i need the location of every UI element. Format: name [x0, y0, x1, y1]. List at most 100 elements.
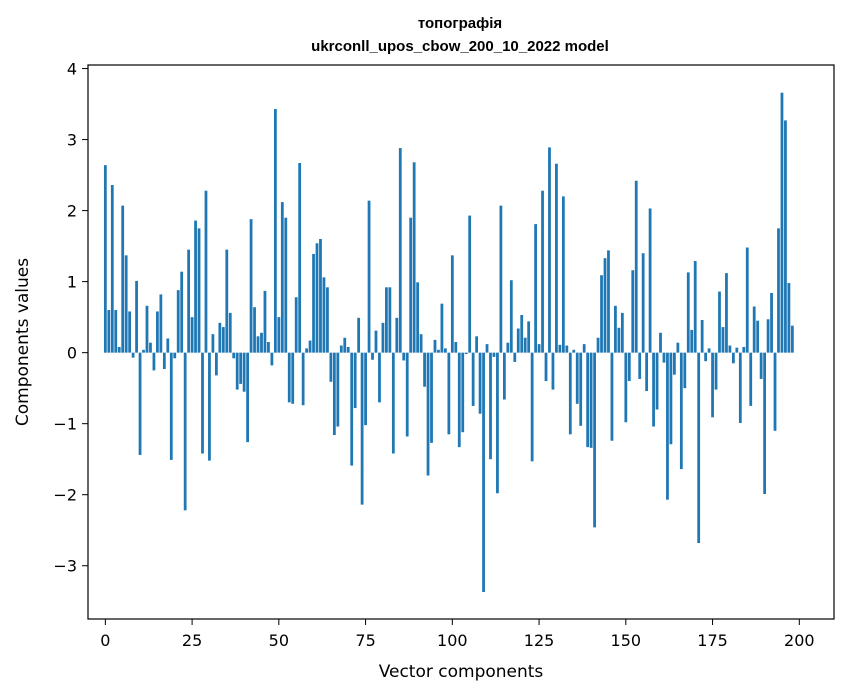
bar-77	[371, 352, 374, 360]
bar-101	[454, 342, 458, 353]
bar-1	[107, 310, 111, 353]
bar-80	[381, 322, 385, 353]
bar-45	[260, 332, 263, 353]
bar-181	[731, 352, 735, 364]
bar-65	[329, 352, 333, 382]
bar-23	[183, 352, 187, 511]
bar-92	[423, 352, 426, 387]
bar-6	[124, 255, 128, 353]
bar-185	[745, 247, 749, 353]
bar-30	[208, 352, 211, 461]
bar-155	[641, 253, 645, 353]
plot-frame	[87, 64, 835, 620]
bar-71	[350, 352, 354, 466]
bar-24	[187, 249, 191, 353]
bar-170	[693, 261, 697, 353]
bar-9	[135, 280, 138, 353]
bar-195	[780, 92, 784, 353]
bar-173	[704, 352, 708, 362]
bar-50	[277, 317, 281, 353]
bar-58	[305, 348, 308, 353]
bar-81	[385, 287, 388, 353]
bar-117	[509, 280, 513, 353]
bar-62	[319, 239, 322, 353]
bar-16	[159, 294, 163, 353]
bar-17	[162, 352, 166, 369]
bar-172	[700, 319, 704, 353]
bar-43	[253, 307, 256, 353]
bar-133	[565, 345, 569, 353]
bar-187	[752, 306, 756, 353]
bar-177	[718, 291, 721, 353]
bar-146	[610, 352, 614, 441]
bar-104	[464, 352, 468, 355]
bar-125	[537, 344, 541, 353]
bar-198	[790, 325, 794, 353]
bar-167	[683, 352, 687, 389]
bar-4	[117, 346, 121, 353]
bar-12	[145, 305, 149, 353]
bar-184	[742, 346, 746, 353]
bar-145	[607, 250, 610, 353]
bar-188	[756, 320, 760, 353]
x-tick-label: 200	[784, 631, 815, 650]
y-tick-label: 2	[67, 202, 77, 221]
bar-149	[620, 312, 624, 353]
bar-142	[596, 337, 600, 353]
bar-8	[131, 352, 135, 358]
bar-153	[634, 180, 638, 353]
bar-120	[520, 315, 524, 353]
bar-164	[673, 352, 676, 375]
y-axis-ticks: −3 −2 −1 0 1 2 3 4	[53, 60, 88, 576]
bar-135	[572, 349, 576, 353]
bar-193	[773, 352, 777, 431]
x-tick-label: 150	[611, 631, 642, 650]
bar-29	[204, 190, 208, 353]
chart-subtitle: ukrconll_upos_cbow_200_10_2022 model	[311, 38, 609, 55]
x-tick-label: 100	[437, 631, 468, 650]
bar-179	[725, 273, 728, 353]
bar-51	[280, 202, 284, 353]
bar-87	[405, 352, 409, 437]
bar-46	[263, 290, 267, 353]
bar-131	[558, 344, 562, 353]
bar-59	[308, 340, 312, 353]
bar-147	[614, 305, 617, 353]
x-tick-label: 125	[524, 631, 555, 650]
y-tick-label: 0	[67, 344, 77, 363]
y-tick-label: −1	[53, 415, 77, 434]
bar-35	[225, 249, 229, 353]
bar-132	[561, 196, 565, 353]
bar-34	[221, 327, 225, 353]
bar-189	[759, 352, 763, 379]
bar-90	[416, 282, 420, 353]
bar-67	[336, 352, 340, 427]
bar-40	[242, 352, 246, 392]
bar-56	[298, 163, 302, 353]
bar-44	[256, 336, 260, 353]
bar-114	[499, 205, 503, 353]
bar-86	[402, 352, 406, 361]
y-tick-label: −3	[53, 557, 77, 576]
bar-123	[530, 352, 534, 462]
x-axis-ticks: 0 25 50 75 100 125 150 175 200	[100, 619, 815, 650]
bar-82	[388, 287, 392, 353]
bar-75	[364, 352, 367, 426]
y-tick-label: 1	[67, 273, 77, 292]
bar-38	[235, 352, 239, 390]
bar-136	[575, 352, 579, 404]
bar-119	[516, 328, 520, 353]
bar-175	[711, 352, 714, 418]
bar-137	[579, 352, 583, 426]
bar-150	[624, 352, 628, 423]
bar-196	[784, 120, 787, 353]
bar-85	[398, 148, 402, 353]
bar-108	[478, 352, 482, 414]
bar-37	[232, 352, 236, 359]
bar-15	[156, 311, 159, 353]
y-tick-label: −2	[53, 486, 77, 505]
bar-36	[228, 312, 232, 353]
bar-25	[190, 317, 194, 353]
bar-156	[645, 352, 649, 391]
